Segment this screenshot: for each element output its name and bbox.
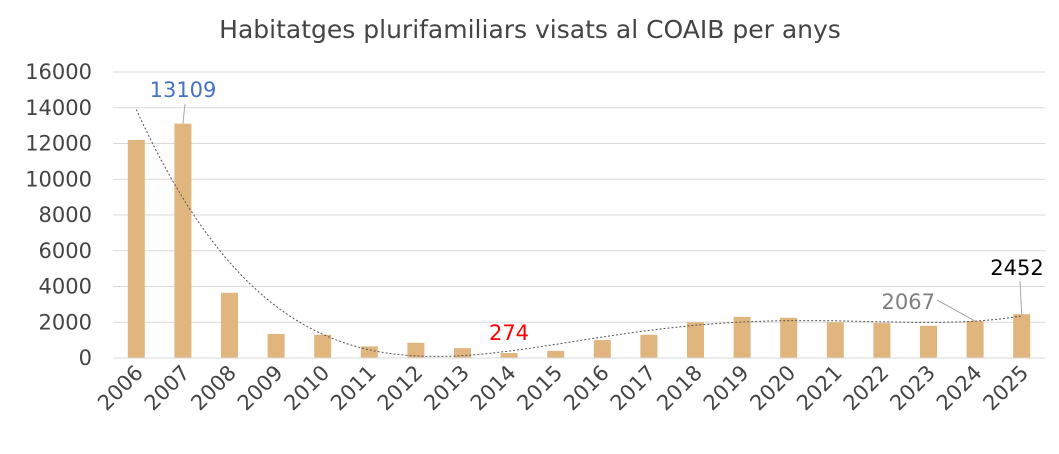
- y-axis: 0 2000 4000 6000 8000 10000 12000 14000 16000: [25, 60, 92, 370]
- annotation-leader: [936, 299, 976, 322]
- bar-2014: [500, 353, 518, 358]
- chart-title: Habitatges plurifamiliars visats al COAI…: [219, 15, 841, 44]
- x-tick-label: 2016: [559, 361, 614, 416]
- annotation-leader: [1019, 280, 1023, 315]
- x-tick-label: 2009: [233, 361, 288, 416]
- data-label-2007: 13109: [150, 78, 217, 102]
- x-tick-label: 2014: [466, 361, 521, 416]
- bar-2011: [360, 346, 378, 358]
- y-tick-label: 16000: [25, 60, 92, 84]
- data-label-2025: 2452: [990, 256, 1043, 280]
- data-label-2014: 274: [489, 321, 529, 345]
- y-tick-label: 0: [79, 346, 92, 370]
- x-tick-label: 2019: [699, 361, 754, 416]
- bar-2009: [267, 333, 285, 358]
- bar-2012: [407, 342, 425, 358]
- y-tick-label: 8000: [39, 203, 92, 227]
- bar-2006: [127, 139, 145, 358]
- bar-2015: [547, 350, 565, 358]
- x-tick-label: 2023: [885, 361, 940, 416]
- x-tick-label: 2011: [326, 361, 381, 416]
- data-label-2024: 2067: [882, 290, 935, 314]
- x-tick-label: 2021: [792, 361, 847, 416]
- y-tick-label: 12000: [25, 132, 92, 156]
- x-tick-label: 2013: [419, 361, 474, 416]
- bar-2023: [920, 325, 937, 358]
- bars: [127, 123, 1031, 358]
- annotations: 13109 274 2067 2452: [150, 78, 1044, 345]
- x-tick-label: 2025: [978, 361, 1033, 416]
- bar-2010: [314, 334, 332, 358]
- y-tick-label: 2000: [39, 310, 92, 334]
- x-tick-label: 2006: [93, 361, 148, 416]
- x-tick-label: 2012: [373, 361, 428, 416]
- y-tick-label: 6000: [39, 239, 92, 263]
- x-tick-label: 2007: [140, 361, 195, 416]
- x-tick-label: 2022: [839, 361, 894, 416]
- bar-2007: [174, 123, 192, 358]
- y-tick-label: 14000: [25, 96, 92, 120]
- x-tick-label: 2008: [186, 361, 241, 416]
- x-tick-label: 2020: [745, 361, 800, 416]
- bar-2020: [780, 317, 798, 358]
- bar-2017: [640, 334, 658, 358]
- y-tick-label: 10000: [25, 167, 92, 191]
- trendline-path: [135, 109, 1022, 357]
- bar-2022: [873, 323, 891, 358]
- x-axis: 2006200720082009201020112012201320142015…: [93, 357, 1045, 416]
- bar-2018: [687, 322, 704, 358]
- bar-2025: [1013, 314, 1031, 358]
- bar-2013: [454, 348, 471, 358]
- x-tick-label: 2015: [512, 361, 567, 416]
- bar-2021: [826, 322, 844, 358]
- y-tick-label: 4000: [39, 275, 92, 299]
- x-tick-label: 2010: [279, 361, 334, 416]
- x-tick-label: 2018: [652, 361, 707, 416]
- x-tick-label: 2017: [606, 361, 661, 416]
- bar-2016: [593, 340, 611, 358]
- x-tick-label: 2024: [932, 361, 987, 416]
- bar-2024: [966, 321, 984, 358]
- bar-2008: [221, 292, 238, 358]
- annotation-leader: [182, 103, 186, 124]
- bar-2019: [733, 316, 751, 358]
- gridlines: [113, 71, 1045, 323]
- trendline: [135, 109, 1022, 357]
